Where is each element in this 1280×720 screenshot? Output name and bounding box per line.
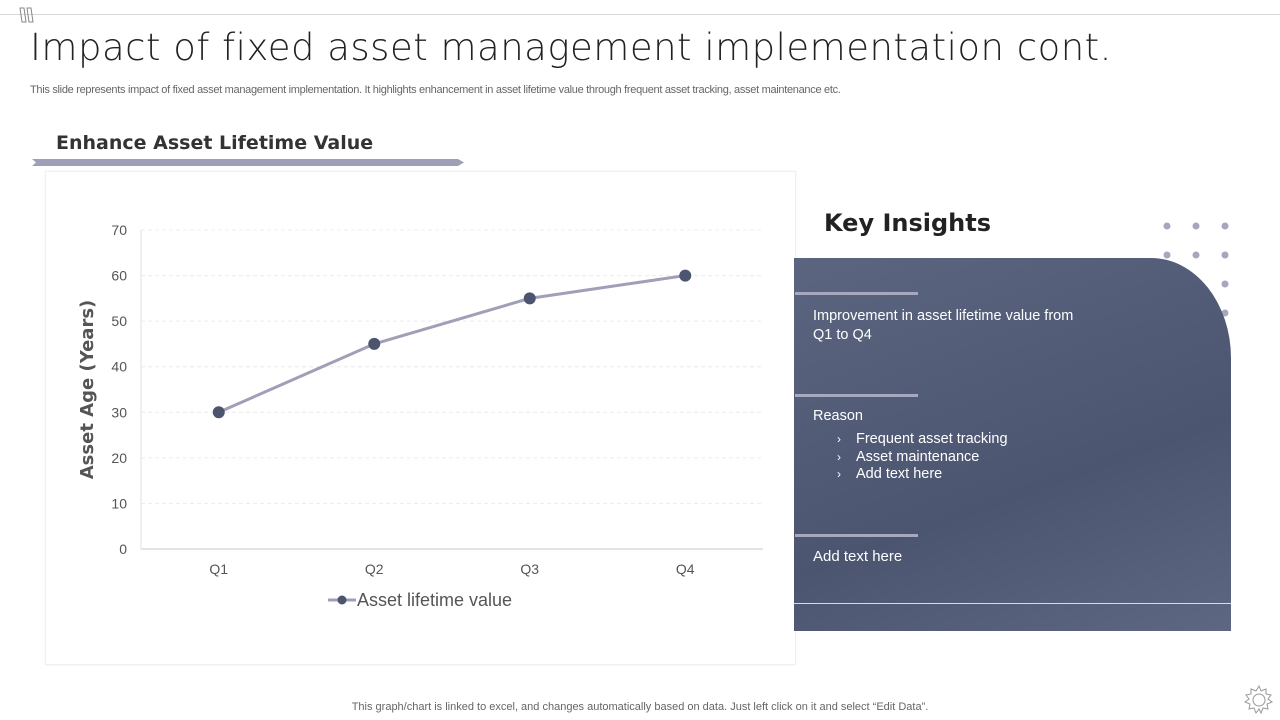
y-tick-label: 60: [111, 268, 127, 284]
key-insights-panel: Improvement in asset lifetime value from…: [794, 258, 1231, 631]
data-point: [679, 269, 692, 282]
page-title: Impact of fixed asset management impleme…: [30, 26, 1112, 69]
y-tick-label: 0: [119, 541, 127, 557]
top-divider: [0, 14, 1280, 15]
gear-icon[interactable]: [1242, 683, 1276, 717]
reason-list: › Frequent asset tracking › Asset maintena…: [837, 431, 1008, 484]
logo-icon: [19, 7, 34, 23]
y-axis-title: Asset Age (Years): [77, 300, 98, 480]
chevron-right-icon: ›: [837, 449, 841, 464]
x-tick-label: Q2: [365, 561, 384, 577]
x-tick-label: Q3: [520, 561, 539, 577]
insight-divider: [795, 534, 918, 537]
line-chart: 0 10 20 30 40 50 60 70 Q1 Q2 Q3 Q4 Asset Age (Years)…: [77, 222, 763, 610]
data-point: [212, 406, 225, 419]
series-line: [218, 274, 686, 414]
insight-add-text: Add text here: [813, 548, 903, 565]
insight-reason-label: Reason: [813, 408, 863, 424]
reason-text: Asset maintenance: [856, 448, 980, 465]
arrow-divider: [32, 159, 464, 166]
chevron-right-icon: ›: [837, 432, 841, 446]
reason-text: Frequent asset tracking: [856, 431, 1008, 447]
reason-text: Add text here: [856, 466, 943, 482]
footer-note: This graph/chart is linked to excel, and…: [351, 701, 929, 713]
data-point: [523, 292, 536, 305]
panel-bottom-line: [794, 603, 1231, 604]
y-tick-label: 70: [111, 222, 127, 238]
y-tick-label: 10: [111, 495, 127, 511]
insight-divider: [795, 394, 918, 397]
chevron-right-icon: ›: [837, 467, 841, 481]
data-point: [368, 337, 381, 350]
y-tick-label: 50: [111, 313, 127, 329]
x-tick-label: Q4: [676, 561, 695, 577]
y-tick-label: 30: [111, 404, 127, 420]
legend-label: Asset lifetime value: [357, 590, 512, 610]
y-tick-label: 40: [111, 359, 127, 375]
list-item: › Add text here: [837, 466, 1008, 484]
y-tick-label: 20: [111, 450, 127, 466]
list-item: › Frequent asset tracking: [837, 431, 1008, 449]
chart-container[interactable]: 0 10 20 30 40 50 60 70 Q1 Q2 Q3 Q4 Asset Age (Years)…: [45, 171, 796, 665]
key-insights-title: Key Insights: [824, 209, 992, 237]
insight-improvement: Improvement in asset lifetime value from…: [813, 308, 1074, 343]
section-heading: Enhance Asset Lifetime Value: [56, 132, 374, 154]
insight-divider: [795, 292, 918, 295]
x-tick-label: Q1: [209, 561, 228, 577]
page-subtitle: This slide represents impact of fixed as…: [30, 84, 841, 96]
legend-marker: [337, 595, 347, 605]
list-item: › Asset maintenance: [837, 449, 1008, 467]
